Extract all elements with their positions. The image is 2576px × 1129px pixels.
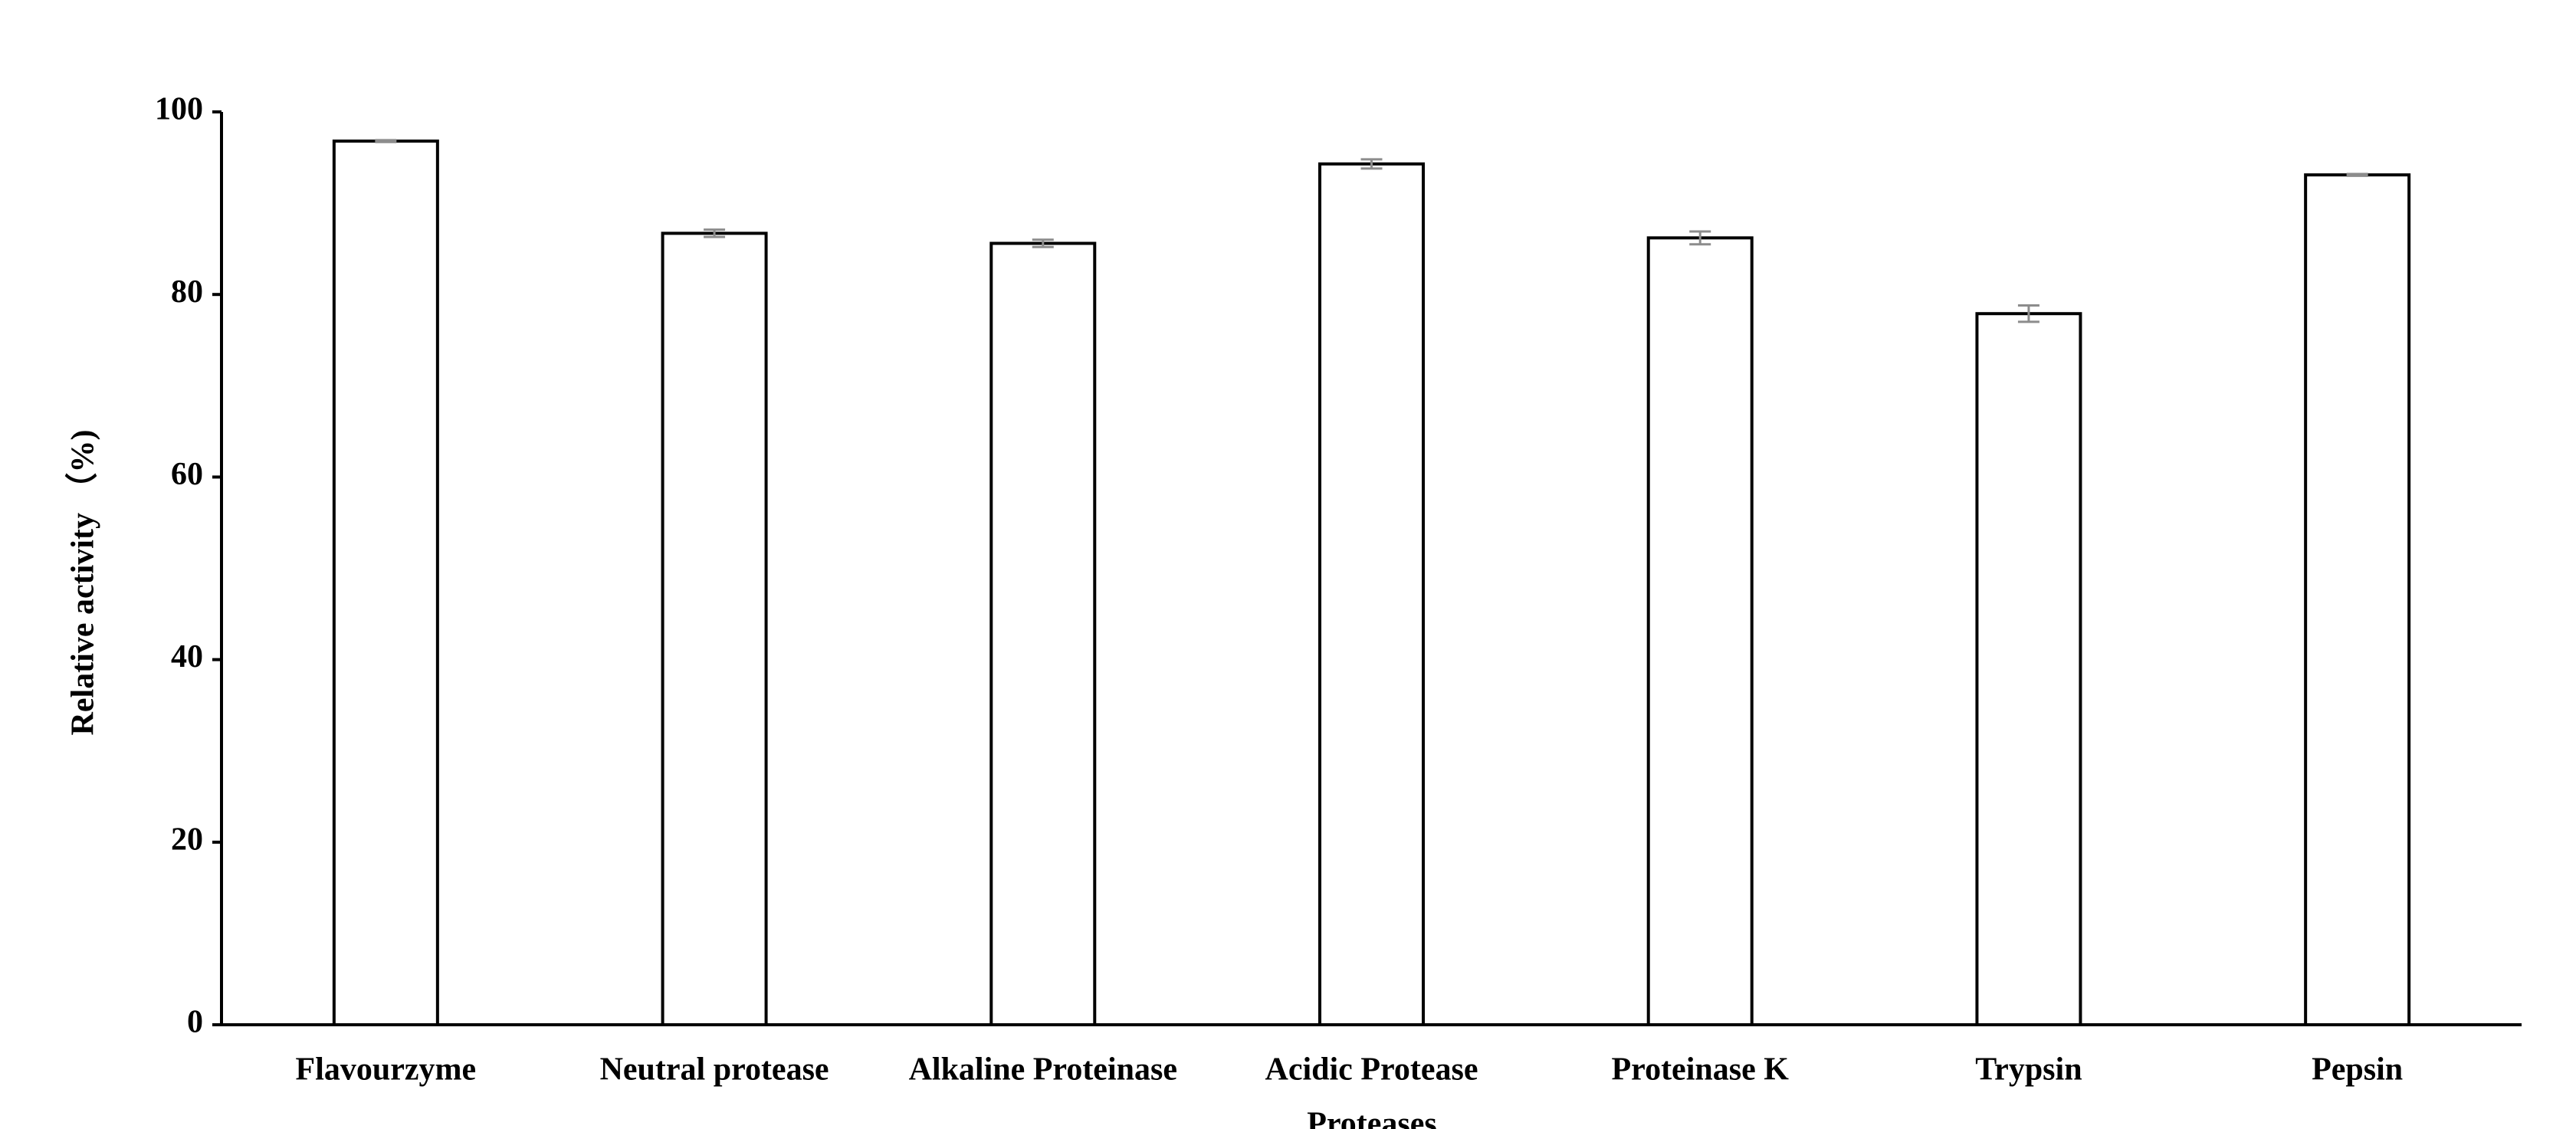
y-axis-label: Relative activity （%) [65,430,101,736]
bar [2304,173,2411,1027]
y-tick-label: 100 [155,92,203,127]
y-tick-label: 60 [171,457,203,492]
x-tick-label: Acidic Protease [1265,1052,1478,1088]
bar [989,241,1097,1026]
y-tick-label: 20 [171,822,203,857]
y-tick-label: 0 [187,1005,203,1040]
x-tick-label: Alkaline Proteinase [909,1052,1177,1088]
y-tick-label: 80 [171,274,203,310]
x-tick-label: Proteinase K [1612,1052,1790,1088]
x-tick-label: Pepsin [2312,1052,2403,1088]
bar [661,231,768,1027]
bar [1318,162,1425,1027]
x-tick-label: Neutral protease [600,1052,829,1088]
x-axis-label: Proteases [1307,1107,1437,1129]
bar [332,139,439,1026]
x-tick-label: Flavourzyme [296,1052,477,1088]
y-tick-label: 40 [171,639,203,674]
x-tick-label: Trypsin [1975,1052,2082,1088]
bar [1646,236,1754,1026]
bar [1975,312,2082,1026]
